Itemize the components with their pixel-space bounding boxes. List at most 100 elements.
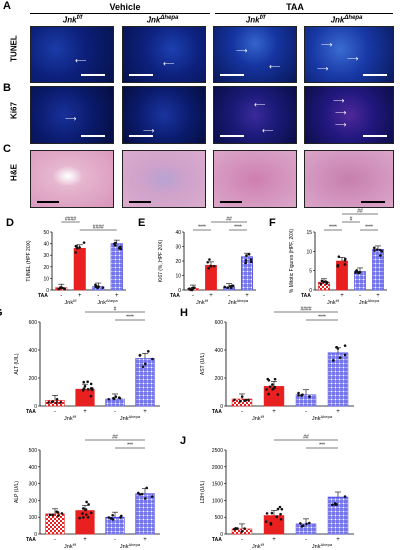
data-point [320,279,324,283]
y-tick-label: 0 [220,532,223,538]
data-point [84,508,87,512]
data-point [343,495,347,498]
data-point [325,282,328,285]
he-image-1 [30,150,114,208]
bar [73,247,86,291]
data-point [76,246,79,250]
taa-sign: + [272,409,276,415]
data-point [355,269,359,272]
taa-label: TAA [26,537,36,543]
data-point [86,387,90,391]
data-point [55,398,59,401]
data-point [234,527,237,530]
data-point [55,401,58,405]
taa-sign: - [241,537,243,543]
data-point [144,497,147,500]
panel-letter-c: C [3,143,11,155]
data-point [57,287,61,291]
data-point [74,251,77,254]
data-point [266,377,270,381]
group-label: Jnkf/f [252,542,265,550]
data-point [244,258,248,262]
taa-label: TAA [26,409,36,415]
taa-sign: + [245,293,249,299]
genotype-1: Jnkf/f [62,15,83,25]
taa-sign: - [228,293,230,299]
data-point [273,385,277,389]
arrow-icon: ⟵ [163,59,175,68]
chart-letter: D [6,217,14,229]
he-image-4 [304,150,394,208]
arrow-icon: ⟵ [254,100,266,109]
data-point [190,288,194,292]
chart-letter: H [180,307,188,319]
ki67-image-3: ⟵ ⟵ [213,86,297,144]
data-point [140,492,144,496]
data-point [356,271,360,274]
arrow-icon: ⟶ [335,120,347,129]
y-tick-label: 30 [175,245,181,251]
y-tick-label: 200 [215,376,224,382]
data-point [83,384,87,388]
data-point [343,353,347,357]
data-point [378,254,382,257]
group-label: JnkΔhepa [228,298,249,307]
data-point [300,394,304,397]
data-point [245,254,248,257]
data-point [299,522,302,525]
data-point [279,512,282,516]
y-axis-label: LDH (U/L) [200,480,206,503]
taa-sign: + [143,409,147,415]
arrow-icon: ⟶ [236,46,248,55]
sig-label: **** [126,315,134,321]
data-point [226,286,230,290]
y-tick-label: 0 [34,532,37,538]
tunel-image-3: ⟶ ⟵ [213,26,297,83]
data-point [101,286,105,289]
y-tick-label: 40 [43,242,49,248]
scale-bar [81,74,105,76]
scale-bar [81,135,105,137]
arrow-icon: ⟶ [333,96,345,105]
group-label: Jnkf/f [64,414,77,423]
vehicle-header: Vehicle [109,2,141,12]
y-tick-label: 600 [29,320,38,326]
data-point [87,503,90,506]
taa-sign: + [272,537,276,543]
sig-label: ## [112,435,118,441]
data-point [90,387,94,390]
tunel-image-2: ⟵ [122,26,206,83]
y-tick-label: 200 [29,498,38,504]
data-point [247,252,251,256]
y-tick-label: 40 [175,230,181,236]
y-axis-label: ALT (U/L) [14,353,20,375]
data-point [81,507,85,510]
group-label: JnkΔhepa [120,542,141,550]
y-tick-label: 10 [43,276,49,282]
scale-bar [363,135,387,137]
group-label: JnkΔhepa [312,414,333,423]
genotype-2: JnkΔhepa [146,15,179,25]
bar [45,513,65,535]
y-tick-label: 50 [43,230,49,236]
data-point [244,261,248,265]
data-point [60,512,64,515]
bar [75,388,95,407]
y-tick-label: 0 [46,288,49,294]
data-point [59,286,62,289]
arrow-icon: ⟶ [65,114,77,123]
group-label: Jnkf/f [65,298,78,307]
chart-letter: F [269,217,276,229]
scale-bar [363,74,387,76]
data-point [354,271,357,274]
scale-bar [361,201,385,203]
y-tick-label: 20 [175,259,181,265]
data-point [150,495,154,498]
data-point [48,513,52,517]
data-point [380,250,384,253]
data-point [94,285,98,289]
group-label: Jnkf/f [327,298,340,307]
sig-label: ## [226,217,232,223]
data-point [47,401,50,404]
